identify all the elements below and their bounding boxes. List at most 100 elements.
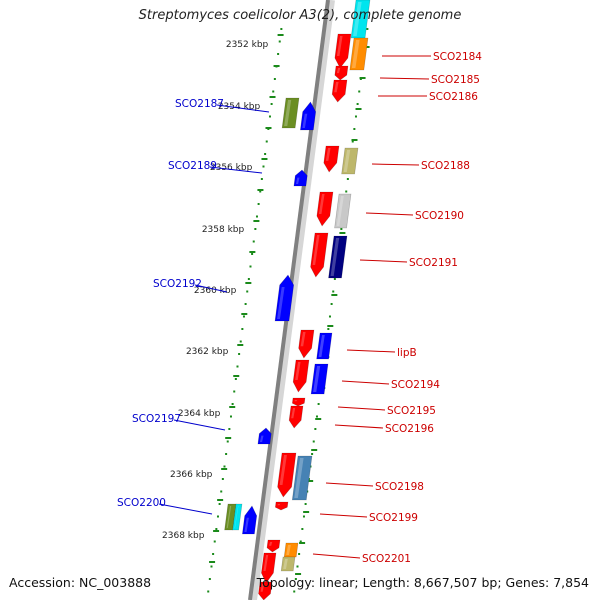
- left-dot: [241, 328, 244, 330]
- left-dot: [207, 590, 210, 593]
- gene-arrow-rev-shine: [259, 435, 264, 442]
- gene-block-orange: [283, 542, 299, 558]
- right-dot: [354, 115, 357, 118]
- right-tick: [299, 542, 306, 544]
- gene-block-olive-shine: [226, 506, 232, 528]
- gene-arrow-rev: [293, 169, 308, 187]
- gene-arrow-fwd-shine: [336, 68, 341, 74]
- left-tick: [237, 344, 244, 346]
- left-tick: [269, 96, 276, 98]
- right-tick: [355, 108, 362, 110]
- gene-arrow-rev-shine: [295, 177, 300, 184]
- leader-line: [359, 259, 408, 263]
- leader-line: [325, 482, 374, 487]
- gene-arrow-fwd-shine: [260, 584, 265, 592]
- gene-arrow-fwd: [266, 539, 281, 553]
- gene-arrow-fwd-shine: [312, 235, 320, 265]
- leader-line: [337, 406, 386, 411]
- left-tick: [257, 189, 264, 191]
- scale-label: 2354 kbp: [218, 102, 261, 112]
- left-tick: [225, 437, 232, 439]
- right-dot: [332, 290, 335, 293]
- reverse-gene-label: SCO2187: [175, 98, 224, 110]
- left-dot: [225, 453, 228, 455]
- left-dot: [228, 428, 231, 430]
- gene-block-navy: [328, 235, 348, 279]
- right-tick: [327, 325, 334, 327]
- left-tick: [209, 561, 216, 563]
- forward-gene-labels: SCO2184 SCO2185 SCO2186 SCO2188 SCO2190 SCO21…: [312, 51, 482, 565]
- gene-arrow-fwd: [334, 65, 349, 81]
- left-dot: [213, 540, 216, 543]
- right-dot: [315, 415, 318, 418]
- gene-block-blue: [316, 332, 333, 360]
- left-dot: [272, 90, 275, 93]
- scale-label: 2362 kbp: [186, 347, 229, 357]
- forward-gene-label: SCO2196: [385, 423, 434, 435]
- forward-gene-label: SCO2186: [429, 91, 478, 103]
- gene-arrow-fwd: [310, 232, 329, 278]
- gene-arrow-fwd: [298, 329, 315, 359]
- scale-label: 2368 kbp: [162, 531, 205, 541]
- scale-label: 2360 kbp: [194, 286, 237, 296]
- gene-block-olive: [281, 97, 300, 129]
- left-dot: [215, 528, 218, 530]
- forward-gene-label: SCO2190: [415, 210, 464, 222]
- left-dot: [229, 415, 232, 418]
- left-dot: [278, 40, 281, 43]
- left-dot: [218, 503, 221, 505]
- forward-gene-label: SCO2199: [369, 512, 418, 524]
- gene-arrow-fwd-shine: [334, 82, 339, 93]
- gene-block-cyan-shine: [353, 2, 362, 36]
- gene-block-blue-shine: [318, 335, 325, 357]
- leader-line: [173, 419, 226, 431]
- scale-labels: 2352 kbp 2354 kbp 2356 kbp 2358 kbp 2360 kbp…: [162, 40, 269, 541]
- reverse-gene-labels: SCO2187 SCO2189 SCO2192 SCO2197 SCO2200: [117, 98, 270, 515]
- right-dot: [358, 90, 361, 93]
- gene-arrow-fwd: [274, 501, 289, 511]
- right-dot: [345, 190, 348, 193]
- right-dot: [294, 578, 297, 580]
- forward-gene-label: SCO2201: [362, 553, 411, 565]
- gene-block-gray-shine: [336, 196, 344, 226]
- right-tick: [303, 511, 310, 513]
- reverse-gene-label: SCO2189: [168, 160, 217, 172]
- right-tick: [359, 77, 366, 79]
- gene-arrow-fwd-shine: [294, 400, 298, 402]
- gene-block-khaki-shine: [343, 150, 351, 172]
- gene-arrow-rev: [242, 505, 258, 535]
- right-dot: [351, 140, 354, 143]
- forward-gene-label: SCO2188: [421, 160, 470, 172]
- left-dot: [238, 353, 241, 355]
- gene-block-blue: [310, 363, 329, 395]
- gene-arrow-fwd: [288, 405, 304, 429]
- gene-block-orange: [349, 37, 369, 71]
- forward-gene-label: SCO2191: [409, 257, 458, 269]
- gene-arrow-rev: [274, 274, 295, 322]
- right-dot: [346, 178, 349, 180]
- leader-line: [319, 513, 368, 518]
- gene-arrow-fwd-shine: [277, 504, 281, 506]
- left-dot: [220, 490, 223, 493]
- right-dot: [353, 128, 356, 130]
- left-tick: [229, 406, 236, 408]
- right-dot: [312, 440, 315, 443]
- left-dot: [231, 403, 234, 405]
- right-tick: [307, 480, 314, 482]
- right-dot: [311, 453, 314, 455]
- left-dot: [221, 478, 224, 480]
- left-tick: [261, 158, 268, 160]
- right-dot: [298, 553, 301, 555]
- gene-arrow-rev: [300, 101, 317, 131]
- gene-arrow-fwd: [323, 145, 340, 173]
- left-tick: [245, 282, 252, 284]
- right-dot: [302, 515, 305, 518]
- right-dot: [328, 315, 331, 318]
- left-tick: [277, 34, 284, 36]
- gene-arrow-rev-shine: [277, 287, 285, 319]
- gene-arrow-fwd: [261, 552, 277, 584]
- right-dot: [356, 103, 359, 105]
- left-tick: [233, 375, 240, 377]
- gene-arrows: [224, 0, 371, 601]
- gene-arrow-fwd-shine: [295, 362, 301, 380]
